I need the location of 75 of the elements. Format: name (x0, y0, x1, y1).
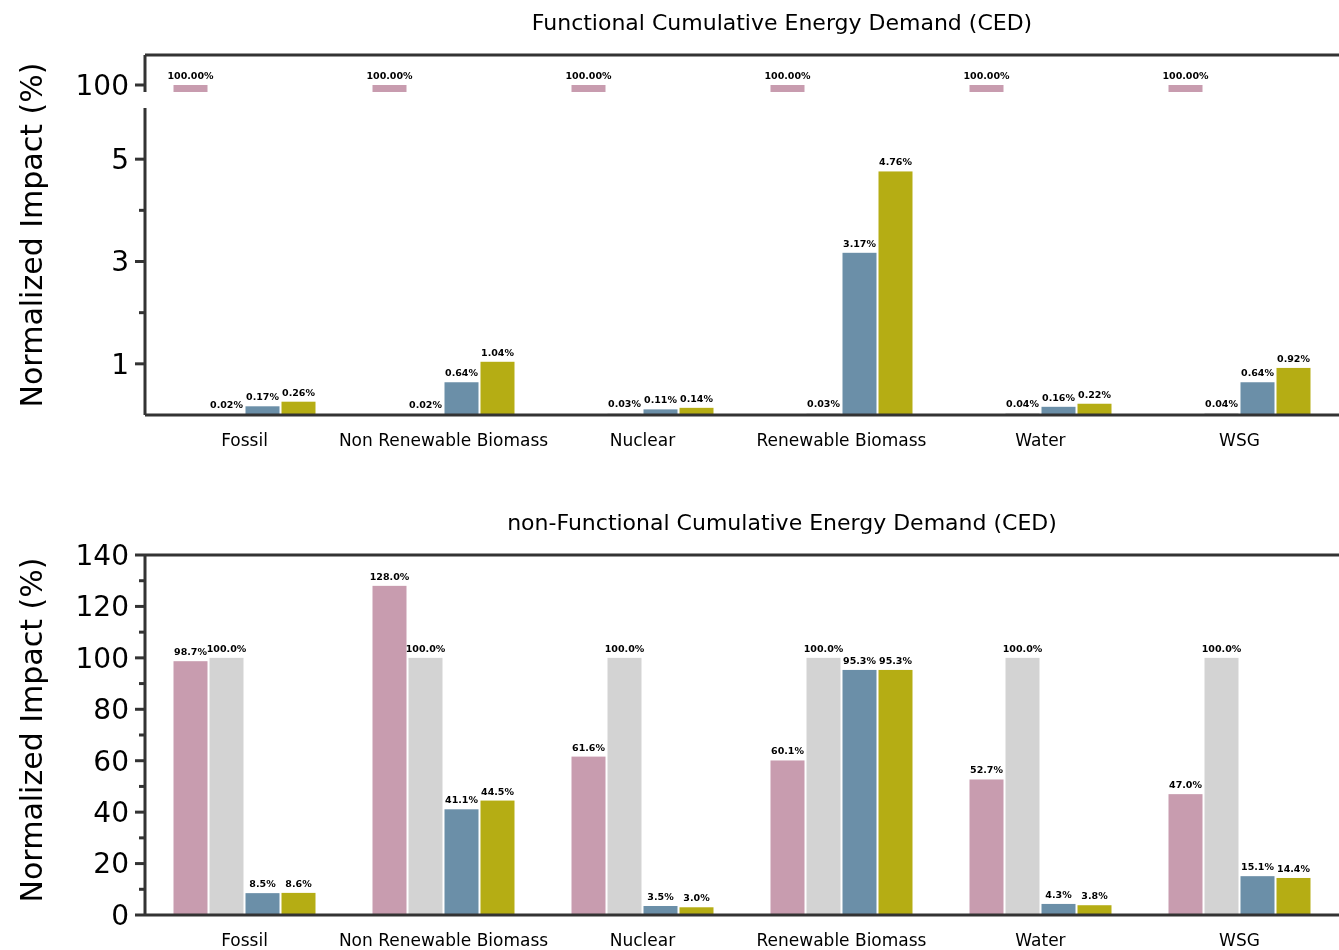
x-tick-label: Fossil (221, 930, 268, 950)
data-label: 4.3% (1045, 888, 1073, 900)
data-label: 100.00% (1162, 70, 1210, 81)
data-label: 1.04% (481, 346, 515, 358)
y-tick-label: 20 (93, 847, 129, 881)
data-label: 100.0% (405, 642, 446, 654)
data-label: 4.76% (879, 156, 913, 168)
data-label: 15.1% (1241, 861, 1275, 873)
x-tick-label: Renewable Biomass (756, 430, 927, 450)
chart-title: non-Functional Cumulative Energy Demand (CED) (507, 510, 1057, 535)
data-label: 8.5% (249, 878, 277, 890)
data-label: 95.3% (843, 654, 877, 666)
data-label: 47.0% (1169, 779, 1203, 791)
data-label: 0.64% (445, 367, 479, 379)
y-tick-label: 60 (93, 744, 129, 778)
data-label: 100.00% (764, 70, 812, 81)
data-label: 61.6% (572, 741, 606, 753)
data-label: 100.0% (206, 642, 247, 654)
x-tick-label: Non Renewable Biomass (338, 930, 549, 950)
data-label: 0.04% (1006, 397, 1040, 409)
data-label: 100.00% (366, 70, 414, 81)
x-tick-label: Water (1015, 930, 1066, 950)
data-label: 100.00% (565, 70, 613, 81)
data-label: 100.00% (963, 70, 1011, 81)
data-label: 0.03% (807, 398, 841, 410)
data-label: 0.22% (1078, 388, 1112, 400)
y-tick-label: 40 (93, 795, 129, 829)
data-label: 8.6% (285, 877, 313, 889)
x-tick-label: Nuclear (609, 430, 676, 450)
x-tick-label: Nuclear (609, 930, 676, 950)
data-label: 0.92% (1277, 352, 1311, 364)
y-tick-label: 5 (111, 142, 129, 176)
data-label: 0.64% (1241, 367, 1275, 379)
data-label: 44.5% (481, 785, 515, 797)
data-label: 60.1% (771, 745, 805, 757)
y-tick-label: 140 (75, 538, 129, 572)
chart-title: Functional Cumulative Energy Demand (CED) (531, 10, 1033, 35)
data-label: 98.7% (174, 646, 208, 658)
x-tick-label: Fossil (221, 430, 268, 450)
x-tick-label: WSG (1219, 430, 1260, 450)
data-label: 52.7% (970, 764, 1004, 776)
data-label: 3.0% (683, 892, 711, 904)
y-tick-label: 80 (93, 693, 129, 727)
data-label: 0.04% (1205, 397, 1239, 409)
y-tick-label: 3 (111, 245, 129, 279)
data-label: 0.11% (644, 394, 678, 406)
data-label: 95.3% (879, 654, 913, 666)
data-label: 0.02% (210, 398, 244, 410)
data-label: 100.0% (1201, 642, 1242, 654)
data-label: 3.8% (1081, 890, 1109, 902)
data-label: 0.03% (608, 398, 642, 410)
data-label: 41.1% (445, 794, 479, 806)
y-tick-label: 0 (111, 898, 129, 932)
data-label: 14.4% (1277, 862, 1311, 874)
y-tick-label: 100 (75, 641, 129, 675)
data-label: 100.0% (604, 642, 645, 654)
data-label: 0.02% (409, 398, 443, 410)
x-tick-label: Water (1015, 430, 1066, 450)
data-label: 100.00% (167, 70, 215, 81)
y-axis-title: Normalized Impact (%) (14, 62, 49, 408)
data-label: 0.17% (246, 391, 280, 403)
data-label: 0.26% (282, 386, 316, 398)
data-label: 100.0% (1002, 642, 1043, 654)
x-tick-label: WSG (1219, 930, 1260, 950)
x-tick-label: Non Renewable Biomass (338, 430, 549, 450)
x-tick-label: Renewable Biomass (756, 930, 927, 950)
data-label: 100.0% (803, 642, 844, 654)
data-label: 0.16% (1042, 391, 1076, 403)
y-axis-title: Normalized Impact (%) (14, 557, 49, 903)
data-label: 3.5% (647, 891, 675, 902)
data-label: 3.17% (843, 237, 877, 249)
data-label: 0.14% (680, 392, 714, 404)
y-tick-label: 1 (111, 347, 129, 381)
y-tick-label: 120 (75, 590, 129, 624)
data-label: 128.0% (369, 570, 410, 582)
